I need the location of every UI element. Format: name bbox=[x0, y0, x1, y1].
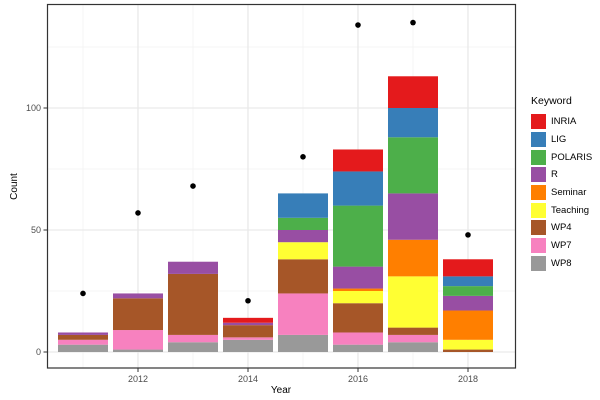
x-tick-label: 2016 bbox=[348, 374, 368, 384]
bar-segment-WP7-2012 bbox=[113, 330, 163, 350]
legend-swatch-WP7 bbox=[531, 238, 546, 254]
legend-swatch-Seminar bbox=[531, 185, 546, 201]
legend-label-WP4: WP4 bbox=[551, 222, 572, 234]
y-tick-label: 0 bbox=[36, 347, 41, 357]
legend-item-R: R bbox=[531, 166, 600, 184]
bar-segment-Seminar-2018 bbox=[443, 310, 493, 340]
bar-segment-WP4-2017 bbox=[388, 327, 438, 335]
bar-segment-WP4-2014 bbox=[223, 325, 273, 338]
legend-swatch-POLARIS bbox=[531, 149, 546, 165]
bar-segment-WP8-2015 bbox=[278, 334, 328, 352]
legend-item-WP7: WP7 bbox=[531, 237, 600, 255]
bar-segment-R-2014 bbox=[223, 322, 273, 326]
bar-segment-WP8-2012 bbox=[113, 349, 163, 352]
bar-segment-WP8-2011 bbox=[58, 344, 108, 352]
legend-swatch-Teaching bbox=[531, 202, 546, 218]
legend-title: Keyword bbox=[531, 95, 572, 107]
legend-item-LIG: LIG bbox=[531, 131, 600, 149]
bar-segment-R-2011 bbox=[58, 332, 108, 335]
bar-segment-INRIA-2017 bbox=[388, 76, 438, 108]
bar-segment-WP7-2013 bbox=[168, 334, 218, 343]
data-point-2018 bbox=[465, 232, 471, 238]
legend: Keyword INRIA LIG POLARIS R Seminar Teaching W… bbox=[531, 95, 600, 272]
bar-segment-Teaching-2015 bbox=[278, 242, 328, 260]
legend-label-WP7: WP7 bbox=[551, 240, 572, 252]
bar-segment-INRIA-2014 bbox=[223, 317, 273, 323]
bar-segment-WP4-2015 bbox=[278, 259, 328, 294]
bar-segment-WP7-2014 bbox=[223, 337, 273, 340]
bar-segment-WP7-2015 bbox=[278, 293, 328, 335]
legend-item-WP4: WP4 bbox=[531, 219, 600, 237]
legend-label-R: R bbox=[551, 169, 558, 181]
bar-segment-INRIA-2018 bbox=[443, 259, 493, 277]
bar-segment-LIG-2015 bbox=[278, 193, 328, 218]
data-point-2011 bbox=[80, 290, 86, 297]
legend-item-WP8: WP8 bbox=[531, 255, 600, 273]
legend-item-POLARIS: POLARIS bbox=[531, 148, 600, 166]
bar-segment-R-2015 bbox=[278, 230, 328, 243]
bar-segment-POLARIS-2015 bbox=[278, 217, 328, 230]
bar-segment-WP4-2016 bbox=[333, 303, 383, 333]
data-point-2015 bbox=[300, 154, 306, 160]
bar-segment-LIG-2018 bbox=[443, 276, 493, 287]
legend-label-LIG: LIG bbox=[551, 134, 567, 146]
bar-segment-INRIA-2016 bbox=[333, 149, 383, 172]
bar-segment-POLARIS-2017 bbox=[388, 137, 438, 194]
bar-segment-R-2013 bbox=[168, 261, 218, 274]
x-axis-title: Year bbox=[270, 385, 292, 396]
bar-segment-WP4-2018 bbox=[443, 349, 493, 352]
legend-label-WP8: WP8 bbox=[551, 257, 572, 269]
bar-segment-WP4-2012 bbox=[113, 298, 163, 331]
legend-swatch-WP8 bbox=[531, 255, 546, 271]
bar-segment-LIG-2017 bbox=[388, 108, 438, 138]
legend-swatch-R bbox=[531, 167, 546, 183]
legend-item-Teaching: Teaching bbox=[531, 201, 600, 219]
bar-segment-LIG-2016 bbox=[333, 171, 383, 206]
bar-segment-WP8-2014 bbox=[223, 339, 273, 352]
bar-segment-Seminar-2016 bbox=[333, 288, 383, 291]
bar-segment-Seminar-2017 bbox=[388, 239, 438, 277]
y-axis-title: Count bbox=[9, 173, 20, 200]
x-tick-label: 2012 bbox=[128, 374, 148, 384]
legend-swatch-WP4 bbox=[531, 220, 546, 236]
legend-swatch-LIG bbox=[531, 132, 546, 148]
legend-swatch-INRIA bbox=[531, 114, 546, 130]
data-point-2013 bbox=[190, 183, 196, 189]
legend-item-Seminar: Seminar bbox=[531, 184, 600, 202]
data-point-2017 bbox=[410, 19, 416, 26]
bar-segment-WP4-2013 bbox=[168, 273, 218, 335]
panel-border bbox=[46, 3, 517, 369]
x-tick-label: 2018 bbox=[458, 374, 478, 384]
bar-segment-Teaching-2016 bbox=[333, 291, 383, 304]
bar-segment-Teaching-2018 bbox=[443, 339, 493, 350]
bar-segment-WP7-2016 bbox=[333, 332, 383, 345]
legend-label-INRIA: INRIA bbox=[551, 116, 577, 128]
data-point-2016 bbox=[355, 22, 361, 28]
bar-segment-R-2012 bbox=[113, 293, 163, 299]
bar-segment-WP8-2013 bbox=[168, 342, 218, 352]
bar-segment-WP4-2011 bbox=[58, 334, 108, 340]
legend-label-POLARIS: POLARIS bbox=[551, 151, 593, 163]
x-tick-label: 2014 bbox=[238, 374, 258, 384]
bar-segment-WP8-2017 bbox=[388, 342, 438, 352]
legend-label-Seminar: Seminar bbox=[551, 187, 587, 199]
bar-segment-R-2016 bbox=[333, 266, 383, 289]
data-point-2014 bbox=[245, 297, 251, 304]
bar-segment-POLARIS-2016 bbox=[333, 205, 383, 267]
bar-segment-Teaching-2017 bbox=[388, 276, 438, 328]
y-tick-label: 50 bbox=[31, 225, 41, 235]
bar-segment-R-2017 bbox=[388, 193, 438, 240]
bar-segment-WP8-2016 bbox=[333, 344, 383, 352]
legend-label-Teaching: Teaching bbox=[551, 204, 590, 216]
bar-segment-WP7-2017 bbox=[388, 334, 438, 343]
bar-segment-R-2018 bbox=[443, 295, 493, 311]
bar-segment-WP7-2011 bbox=[58, 339, 108, 345]
bar-segment-POLARIS-2018 bbox=[443, 286, 493, 296]
y-tick-label: 100 bbox=[26, 103, 41, 113]
legend-item-INRIA: INRIA bbox=[531, 113, 600, 131]
legend-items: INRIA LIG POLARIS R Seminar Teaching WP4 WP7 WP8 bbox=[531, 113, 600, 272]
data-point-2012 bbox=[135, 210, 141, 216]
